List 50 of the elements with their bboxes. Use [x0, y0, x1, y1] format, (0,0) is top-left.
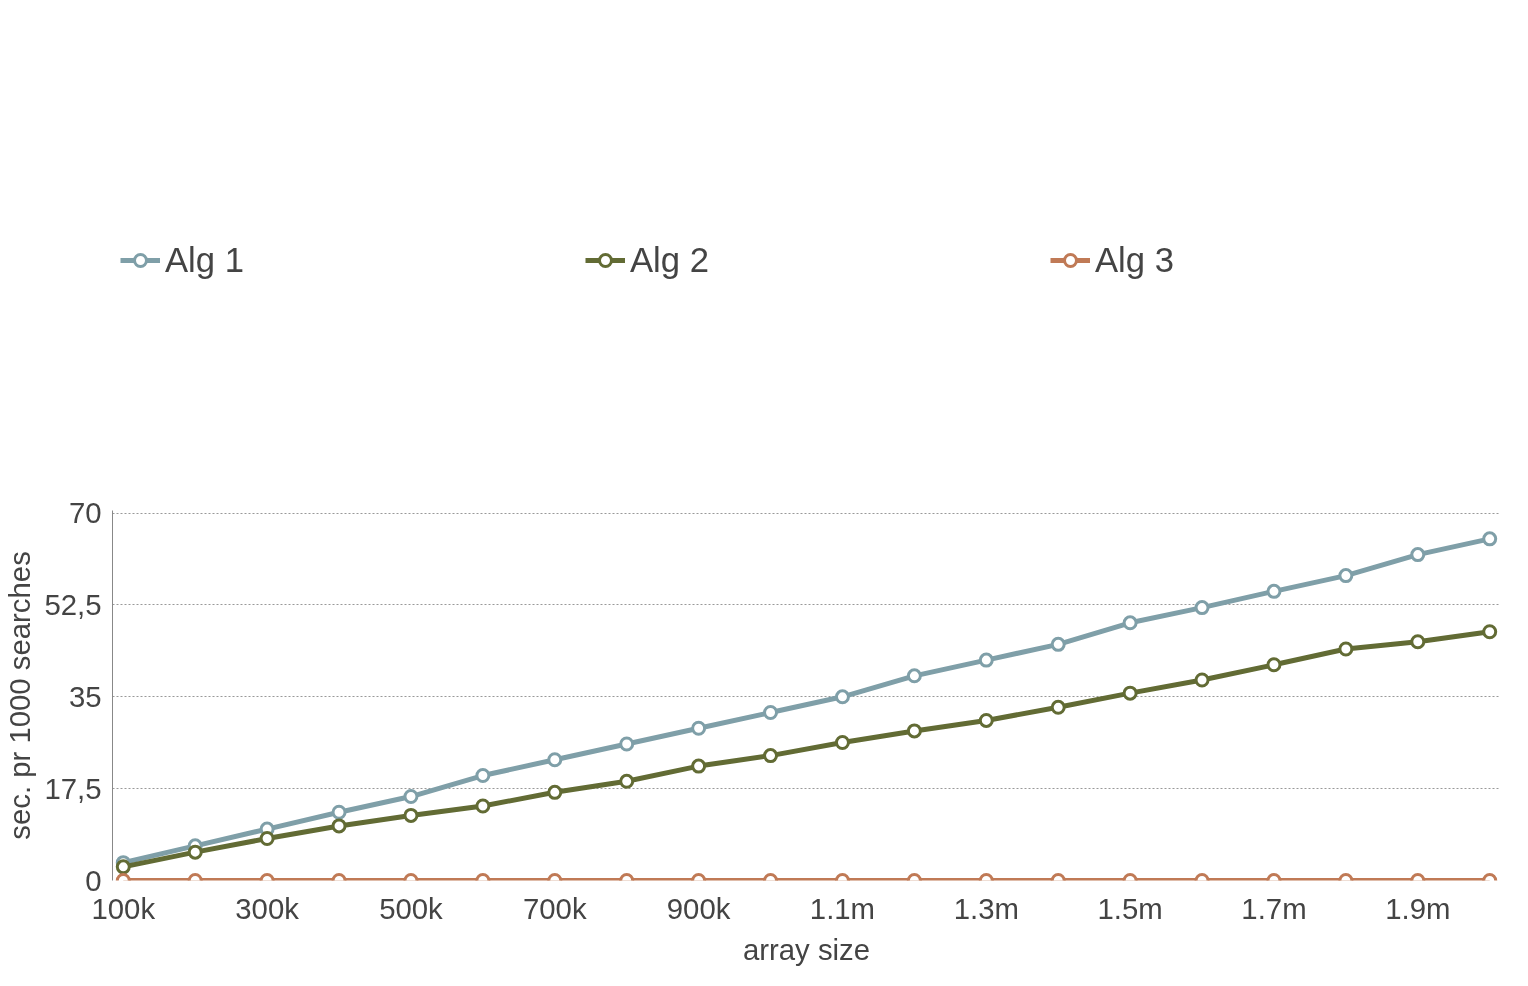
x-tick-label: 1.1m [809, 891, 876, 925]
point [978, 712, 994, 728]
point [906, 723, 922, 739]
y-axis-title: sec. pr 1000 searches [3, 551, 37, 840]
point [619, 736, 635, 752]
x-axis-title: array size [742, 932, 871, 966]
y-tick-label: 52,5 [44, 587, 102, 621]
x-tick-label: 1.3m [953, 891, 1019, 925]
point [475, 768, 491, 784]
point [403, 807, 419, 823]
point [1122, 615, 1138, 631]
point [763, 748, 779, 764]
x-tick-label: 300k [235, 891, 300, 925]
point [475, 798, 491, 814]
point [547, 784, 563, 800]
legend-label: Alg 1 [165, 240, 245, 280]
legend-label: Alg 2 [630, 240, 710, 280]
point [691, 758, 707, 774]
point [834, 734, 850, 750]
point [978, 652, 994, 668]
point [1122, 685, 1138, 701]
point [1194, 672, 1210, 688]
x-tick-label: 1.9m [1385, 891, 1451, 925]
point [619, 773, 635, 789]
point [1410, 634, 1426, 650]
x-tick-label: 1.7m [1241, 891, 1307, 925]
point [547, 752, 563, 768]
point [691, 720, 707, 736]
point [1194, 600, 1210, 616]
point [1482, 531, 1498, 547]
x-tick-label: 1.5m [1097, 891, 1163, 925]
x-tick-label: 500k [379, 891, 444, 925]
point [1338, 568, 1354, 584]
point [1338, 641, 1354, 657]
point [906, 668, 922, 684]
point [763, 705, 779, 721]
x-tick-label: 700k [522, 891, 587, 925]
x-tick-label: 900k [666, 891, 731, 925]
point [1482, 624, 1498, 640]
point [331, 804, 347, 820]
point [834, 689, 850, 705]
point [1050, 636, 1066, 652]
y-tick-label: 70 [68, 496, 102, 530]
point [1266, 657, 1282, 673]
y-tick-label: 35 [68, 679, 102, 713]
legend-label: Alg 3 [1095, 240, 1175, 280]
y-tick-label: 17,5 [44, 771, 102, 805]
point [1050, 699, 1066, 715]
point [1266, 583, 1282, 599]
point [1410, 547, 1426, 563]
